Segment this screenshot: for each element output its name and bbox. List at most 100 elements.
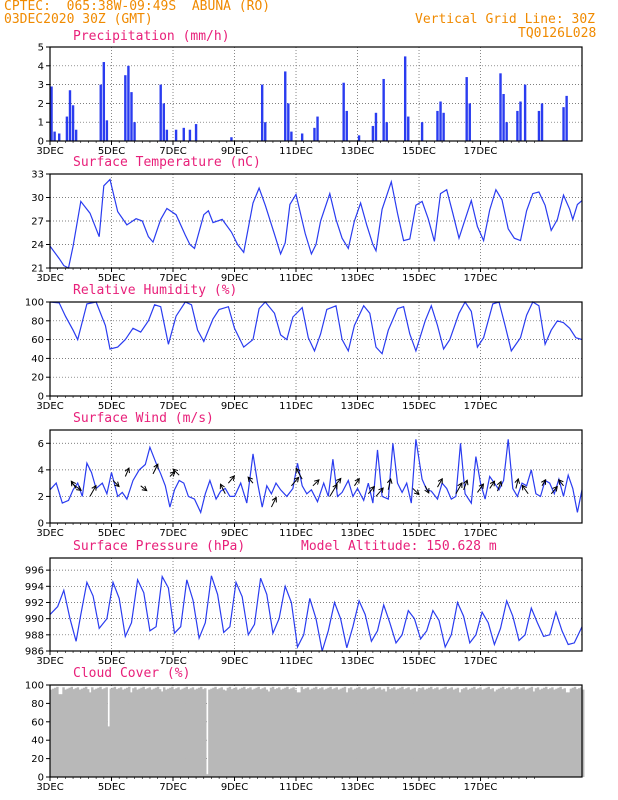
- humidity-xtick-label: 13DEC: [341, 401, 375, 412]
- wind-arrow: [295, 468, 303, 480]
- cloud-bar: [52, 688, 55, 777]
- wind-xtick-label: 7DEC: [159, 528, 186, 539]
- cloud-bar: [358, 686, 361, 777]
- cloud-bar: [323, 689, 326, 777]
- temp-ytick-label: 27: [31, 217, 44, 228]
- cloud-bar: [60, 694, 63, 777]
- cloud-bar: [393, 687, 396, 777]
- cloud-bar: [238, 688, 242, 777]
- wind-arrow-head: [229, 475, 236, 481]
- cloud-bar: [241, 687, 244, 777]
- wind-arrow: [424, 485, 430, 494]
- wind-arrow: [463, 480, 468, 490]
- humidity-xtick-label: 15DEC: [402, 401, 436, 412]
- precip-ytick-label: 1: [38, 118, 44, 129]
- cloud-xtick-label: 3DEC: [36, 782, 63, 793]
- wind-xtick-label: 5DEC: [98, 528, 125, 539]
- cloud-bar: [148, 687, 152, 777]
- cloud-bar: [214, 686, 217, 777]
- precip-xtick-label: 3DEC: [36, 146, 63, 157]
- cloud-xtick-label: 17DEC: [464, 782, 498, 793]
- cloud-bar: [50, 689, 53, 777]
- wind-arrow: [489, 480, 495, 489]
- cloud-bar: [407, 687, 410, 777]
- cloud-bar: [501, 686, 505, 777]
- cloud-bar: [310, 688, 314, 777]
- precip-bar: [182, 127, 185, 141]
- cloud-bar: [413, 687, 417, 777]
- precip-bar: [502, 94, 505, 141]
- cloud-bar: [169, 687, 172, 777]
- cloud-bar: [571, 687, 575, 777]
- humidity-xtick-label: 5DEC: [98, 401, 125, 412]
- precip-ytick-label: 2: [38, 99, 44, 110]
- cloud-bar: [374, 689, 377, 777]
- cloud-bar: [526, 688, 529, 777]
- cloud-bar: [146, 688, 149, 777]
- wind-arrow: [270, 497, 277, 508]
- wind-arrow: [124, 467, 130, 477]
- wind-arrow-head: [313, 479, 320, 485]
- cloud-bar: [197, 687, 201, 777]
- cloud-bar: [454, 688, 458, 777]
- cloud-bar: [331, 689, 334, 777]
- wind-arrow: [70, 480, 77, 489]
- cloud-bar: [335, 687, 338, 777]
- cloud-bar: [255, 687, 258, 777]
- cloud-bar: [440, 688, 443, 777]
- cloud-bar: [288, 689, 291, 777]
- precip-bar: [174, 129, 178, 141]
- cloud-bar: [518, 689, 521, 777]
- temp-xtick-label: 13DEC: [341, 273, 375, 284]
- cloud-bar: [380, 689, 384, 777]
- cloud-xtick-label: 11DEC: [279, 782, 313, 793]
- cloud-bar: [549, 688, 552, 777]
- wind-arrow: [412, 488, 420, 495]
- precip-bar: [105, 120, 109, 141]
- cloud-bar: [308, 689, 312, 777]
- wind-xtick-label: 9DEC: [221, 528, 248, 539]
- humidity-xtick-label: 11DEC: [279, 401, 313, 412]
- temp-ytick-label: 33: [31, 170, 44, 181]
- cloud-bar: [360, 689, 363, 777]
- cloud-bar: [292, 687, 295, 777]
- wind-xtick-label: 13DEC: [341, 528, 375, 539]
- cloud-bar: [450, 687, 453, 777]
- precip-bar: [565, 95, 568, 141]
- cloud-bar: [366, 689, 369, 777]
- cloud-bar: [438, 689, 441, 777]
- cloud-bar: [173, 689, 176, 777]
- precip-bar: [99, 84, 102, 141]
- cloud-bar: [514, 687, 517, 777]
- cloud-bar: [577, 688, 581, 777]
- wind-arrow: [335, 478, 342, 485]
- cloud-bar: [466, 689, 470, 777]
- wind-arrow-head: [478, 483, 485, 490]
- cloud-bar: [117, 688, 121, 777]
- cloud-bar: [477, 688, 480, 777]
- cloud-bar: [101, 689, 104, 777]
- cloud-bar: [78, 689, 82, 777]
- cloud-bar: [278, 687, 281, 777]
- precip-xtick-label: 11DEC: [279, 146, 313, 157]
- wind-arrow-head: [70, 480, 76, 487]
- wind-arrow: [172, 468, 180, 476]
- wind-arrow-head: [172, 468, 179, 475]
- humidity-ytick-label: 40: [31, 354, 44, 365]
- wind-arrow-head: [271, 496, 277, 503]
- wind-title: Surface Wind (m/s): [73, 411, 214, 426]
- cloud-bar: [167, 688, 170, 777]
- temp-ytick-label: 30: [31, 193, 44, 204]
- cloud-bar: [382, 688, 386, 777]
- wind-arrow: [152, 464, 159, 475]
- cloud-bar: [528, 687, 532, 777]
- pressure-xtick-label: 3DEC: [36, 656, 63, 667]
- wind-arrow-head: [457, 482, 463, 488]
- cloud-bar: [522, 687, 525, 777]
- pressure-frame: [49, 557, 583, 652]
- precip-bar: [50, 86, 53, 141]
- precip-bar: [505, 122, 508, 141]
- cloud-xtick-label: 5DEC: [98, 782, 125, 793]
- cloud-bar: [130, 692, 133, 777]
- cloud-bar: [152, 688, 156, 777]
